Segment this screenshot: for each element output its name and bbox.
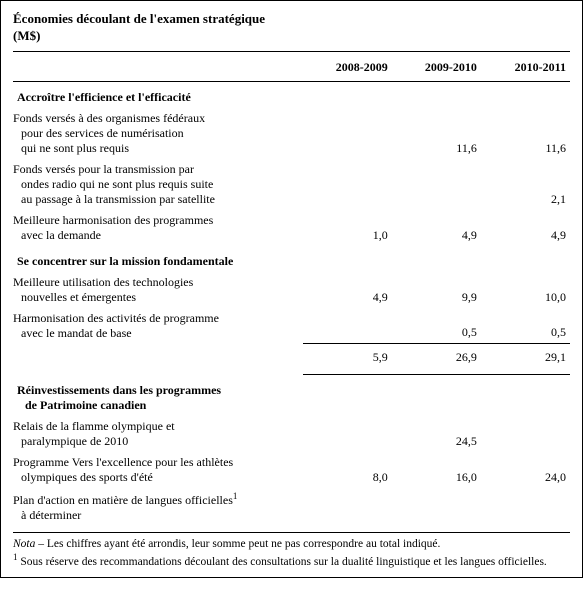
table-row: Relais de la flamme olympique et paralym… (13, 416, 570, 452)
cell-value: 1,0 (303, 210, 392, 246)
subtotal-value: 26,9 (392, 344, 481, 369)
table-row: Programme Vers l'excellence pour les ath… (13, 452, 570, 488)
col-2008-2009: 2008-2009 (303, 52, 392, 82)
page-title: Économies découlant de l'examen stratégi… (13, 11, 570, 28)
row-desc: Plan d'action en matière de langues offi… (13, 488, 303, 526)
section-heading: Accroître l'efficience et l'efficacité (13, 82, 570, 108)
row-desc: Meilleure harmonisation des programmes a… (13, 210, 303, 246)
table-row: Plan d'action en matière de langues offi… (13, 488, 570, 526)
cell-value: 0,5 (392, 308, 481, 344)
cell-value (481, 488, 570, 526)
footnote-nota: Nota – Les chiffres ayant été arrondis, … (13, 537, 570, 552)
cell-value: 16,0 (392, 452, 481, 488)
col-2010-2011: 2010-2011 (481, 52, 570, 82)
table-row: Meilleure utilisation des technologies n… (13, 272, 570, 308)
blank-cell (13, 344, 303, 369)
cell-value: 24,5 (392, 416, 481, 452)
table-row: Fonds versés à des organismes fédéraux p… (13, 108, 570, 159)
cell-value: 4,9 (303, 272, 392, 308)
subtotal-value: 29,1 (481, 344, 570, 369)
row-desc: Fonds versés à des organismes fédéraux p… (13, 108, 303, 159)
cell-value: 8,0 (303, 452, 392, 488)
section-heading: Se concentrer sur la mission fondamental… (13, 246, 570, 272)
cell-value: 11,6 (481, 108, 570, 159)
row-desc: Relais de la flamme olympique et paralym… (13, 416, 303, 452)
header-blank (13, 52, 303, 82)
header-row: 2008-2009 2009-2010 2010-2011 (13, 52, 570, 82)
table-row: Réinvestissements dans les programmes de… (13, 374, 570, 416)
table-row: Se concentrer sur la mission fondamental… (13, 246, 570, 272)
cell-value (303, 159, 392, 210)
subtotal-value: 5,9 (303, 344, 392, 369)
cell-value (392, 488, 481, 526)
cell-value: 9,9 (392, 272, 481, 308)
table-row: Accroître l'efficience et l'efficacité (13, 82, 570, 108)
cell-value: 11,6 (392, 108, 481, 159)
row-desc: Fonds versés pour la transmission par on… (13, 159, 303, 210)
title-block: Économies découlant de l'examen stratégi… (13, 11, 570, 45)
cell-value (392, 159, 481, 210)
cell-value: 2,1 (481, 159, 570, 210)
footnote-ref: 1 (233, 491, 238, 501)
rule-bottom (13, 532, 570, 533)
footnote-1: 1 Sous réserve des recommandations décou… (13, 552, 570, 570)
cell-value (303, 488, 392, 526)
col-2009-2010: 2009-2010 (392, 52, 481, 82)
row-desc: Programme Vers l'excellence pour les ath… (13, 452, 303, 488)
cell-value (481, 416, 570, 452)
table-row: Meilleure harmonisation des programmes a… (13, 210, 570, 246)
cell-value (303, 416, 392, 452)
page-subtitle: (M$) (13, 28, 570, 45)
row-desc: Meilleure utilisation des technologies n… (13, 272, 303, 308)
cell-value: 4,9 (481, 210, 570, 246)
data-table: 2008-2009 2009-2010 2010-2011 Accroître … (13, 52, 570, 533)
table-row: Fonds versés pour la transmission par on… (13, 159, 570, 210)
document-frame: Économies découlant de l'examen stratégi… (0, 0, 583, 578)
section-heading: Réinvestissements dans les programmes de… (13, 374, 570, 416)
cell-value (303, 108, 392, 159)
table-row: 5,9 26,9 29,1 (13, 344, 570, 369)
cell-value: 4,9 (392, 210, 481, 246)
cell-value: 0,5 (481, 308, 570, 344)
cell-value (303, 308, 392, 344)
row-desc: Harmonisation des activités de programme… (13, 308, 303, 344)
cell-value: 10,0 (481, 272, 570, 308)
cell-value: 24,0 (481, 452, 570, 488)
table-row: Harmonisation des activités de programme… (13, 308, 570, 344)
